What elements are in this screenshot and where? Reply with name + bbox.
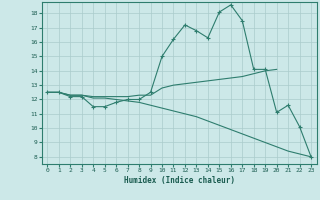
X-axis label: Humidex (Indice chaleur): Humidex (Indice chaleur) bbox=[124, 176, 235, 185]
